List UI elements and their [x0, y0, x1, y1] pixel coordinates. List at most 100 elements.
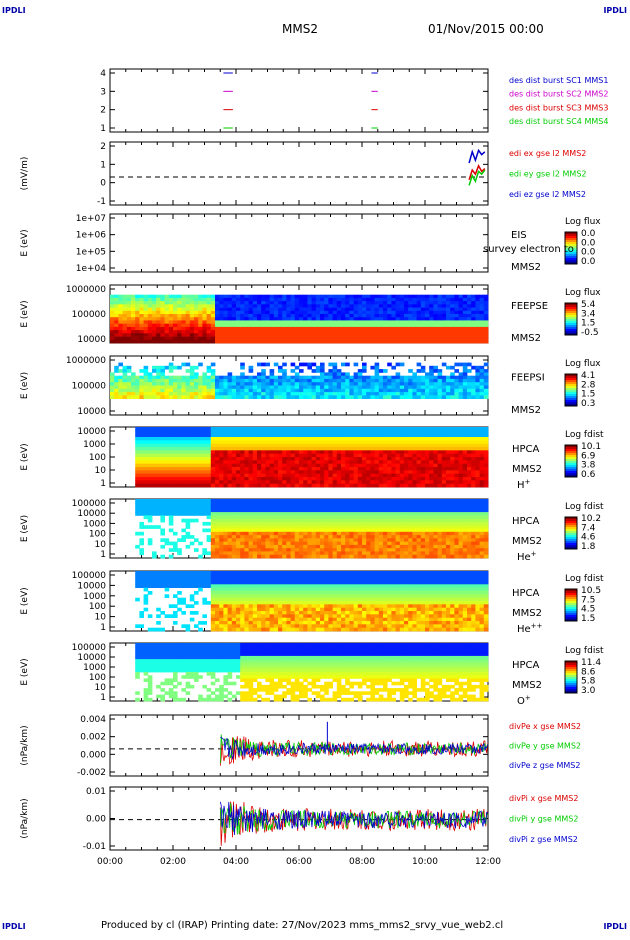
spectrogram-cell	[152, 333, 157, 337]
spectrogram-cell	[240, 337, 245, 341]
spectrogram-cell	[173, 457, 178, 461]
spectrogram-cell	[207, 502, 212, 506]
spectrogram-cell	[480, 301, 485, 305]
spectrogram-cell	[114, 327, 119, 331]
spectrogram-cell	[215, 317, 220, 321]
spectrogram-cell	[362, 324, 367, 328]
spectrogram-cell	[303, 395, 308, 399]
spectrogram-cell	[219, 525, 224, 529]
spectrogram-cell	[362, 314, 367, 318]
spectrogram-cell	[333, 551, 338, 555]
spectrogram-cell	[417, 427, 422, 431]
spectrogram-cell	[412, 327, 417, 331]
spectrogram-cell	[333, 386, 338, 390]
spectrogram-cell	[328, 460, 333, 464]
spectrogram-cell	[270, 314, 275, 318]
spectrogram-cell	[261, 298, 266, 302]
spectrogram-cell	[387, 454, 392, 458]
spectrogram-cell	[312, 467, 317, 471]
spectrogram-cell	[144, 295, 149, 299]
spectrogram-cell	[181, 320, 186, 324]
spectrogram-cell	[169, 555, 174, 559]
spectrogram-cell	[144, 515, 149, 519]
spectrogram-cell	[261, 376, 266, 380]
spectrogram-cell	[118, 304, 123, 308]
spectrogram-cell	[442, 474, 447, 478]
spectrogram-cell	[257, 525, 262, 529]
spectrogram-cell	[278, 392, 283, 396]
spectrogram-cell	[118, 379, 123, 383]
spectrogram-cell	[375, 379, 380, 383]
spectrogram-cell	[156, 484, 161, 488]
spectrogram-cell	[471, 379, 476, 383]
spectrogram-cell	[173, 506, 178, 510]
corner-tag-top-left: IPDLI	[2, 6, 26, 15]
spectrogram-cell	[152, 454, 157, 458]
spectrogram-cell	[442, 327, 447, 331]
spectrogram-cell	[181, 337, 186, 341]
spectrogram-cell	[480, 382, 485, 386]
spectrogram-cell	[442, 295, 447, 299]
spectrogram-cell	[391, 340, 396, 344]
spectrogram-cell	[261, 502, 266, 506]
spectrogram-cell	[249, 532, 254, 536]
spectrogram-cell	[282, 522, 287, 526]
spectrogram-cell	[177, 427, 182, 431]
spectrogram-cell	[362, 477, 367, 481]
spectrogram-cell	[362, 320, 367, 324]
spectrogram-cell	[223, 337, 228, 341]
spectrogram-cell	[383, 376, 388, 380]
spectrogram-cell	[181, 298, 186, 302]
spectrogram-cell	[341, 337, 346, 341]
spectrogram-cell	[232, 477, 237, 481]
spectrogram-cell	[299, 512, 304, 516]
spectrogram-cell	[135, 509, 140, 513]
spectrogram-cell	[156, 467, 161, 471]
spectrogram-cell	[328, 532, 333, 536]
spectrogram-cell	[286, 450, 291, 454]
spectrogram-cell	[257, 519, 262, 523]
spectrogram-cell	[333, 308, 338, 312]
spectrogram-cell	[417, 369, 422, 373]
spectrogram-cell	[366, 477, 371, 481]
spectrogram-cell	[358, 464, 363, 468]
spectrogram-cell	[257, 545, 262, 549]
spectrogram-cell	[484, 450, 489, 454]
spectrogram-cell	[152, 480, 157, 484]
spectrogram-cell	[228, 502, 233, 506]
spectrogram-cell	[370, 295, 375, 299]
spectrogram-cell	[236, 308, 241, 312]
spectrogram-cell	[345, 467, 350, 471]
spectrogram-cell	[454, 324, 459, 328]
spectrogram-cell	[387, 379, 392, 383]
spectrogram-cell	[261, 542, 266, 546]
spectrogram-cell	[282, 532, 287, 536]
spectrogram-cell	[312, 430, 317, 434]
spectrogram-cell	[177, 460, 182, 464]
spectrogram-cell	[139, 430, 144, 434]
spectrogram-cell	[207, 464, 212, 468]
spectrogram-cell	[282, 427, 287, 431]
spectrogram-cell	[480, 327, 485, 331]
spectrogram-cell	[219, 484, 224, 488]
spectrogram-cell	[358, 376, 363, 380]
spectrogram-cell	[253, 457, 258, 461]
spectrogram-cell	[118, 369, 123, 373]
spectrogram-cell	[400, 340, 405, 344]
spectrogram-cell	[202, 457, 207, 461]
spectrogram-cell	[215, 434, 220, 438]
spectrogram-cell	[232, 304, 237, 308]
spectrogram-cell	[265, 450, 270, 454]
spectrogram-cell	[278, 551, 283, 555]
spectrogram-cell	[345, 538, 350, 542]
spectrogram-cell	[333, 437, 338, 441]
spectrogram-cell	[232, 337, 237, 341]
spectrogram-cell	[127, 308, 132, 312]
spectrogram-cell	[345, 317, 350, 321]
spectrogram-cell	[349, 330, 354, 334]
spectrogram-cell	[471, 395, 476, 399]
spectrogram-cell	[169, 395, 174, 399]
spectrogram-cell	[320, 460, 325, 464]
spectrogram-cell	[333, 440, 338, 444]
panel-instrument-label: HPCA	[512, 516, 540, 527]
